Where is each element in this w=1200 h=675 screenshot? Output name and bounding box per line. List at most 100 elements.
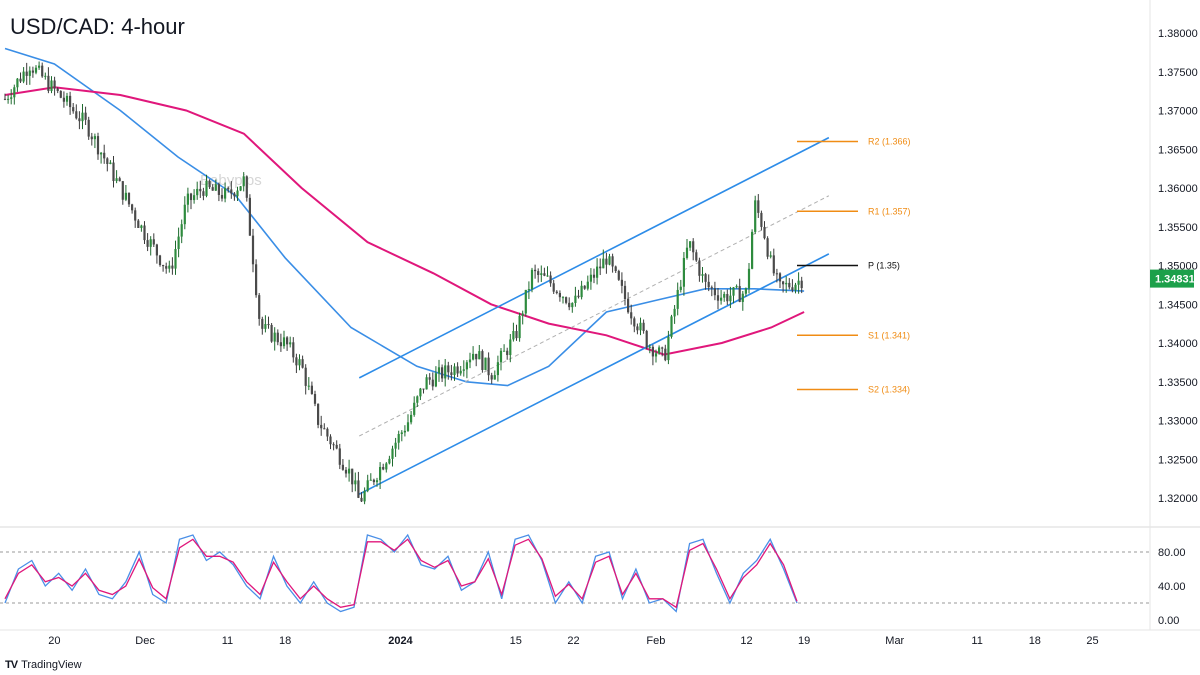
time-axis: 20 Dec 11 18 2024 15 22 Feb 12 19 Mar 11 18 25 [48,635,1098,647]
candle-body [19,78,22,82]
candle-body [242,176,245,187]
level-label: S1 (1.341) [868,330,910,340]
price-tick-label: 1.33000 [1158,416,1198,428]
candle-body [72,107,75,112]
candle-body [59,91,62,98]
candle-body [143,225,146,241]
candle-body [372,479,375,483]
stoch-tick-label: 0.00 [1158,615,1179,627]
candle-body [720,297,723,301]
candle-body [273,332,276,342]
candle-body [441,367,444,379]
tradingview-brand[interactable]: TV TradingView [5,659,82,671]
candle-body [90,136,93,140]
candle-body [65,95,69,102]
candle-body [258,295,261,319]
candle-body [515,331,518,339]
price-tick-label: 1.34000 [1158,338,1198,350]
candle-body [186,193,189,205]
candle-body [149,239,152,247]
candle-body [31,70,34,73]
candle-body [403,430,406,433]
candle-body [605,258,608,265]
time-tick-label: 15 [510,635,522,647]
candle-body [580,285,583,298]
level-label: S2 (1.334) [868,385,910,395]
candle-body [332,444,335,446]
candle-body [307,385,310,387]
candle-body [295,357,298,366]
candle-body [214,184,217,191]
candle-body [28,70,31,76]
candle-body [264,324,267,329]
candle-body [465,362,468,370]
candle-body [571,302,574,308]
candle-body [422,388,425,390]
candle-body [729,295,732,302]
candle-body [310,385,313,394]
candle-body [695,252,698,261]
time-tick-label: 12 [740,635,752,647]
candle-body [317,403,320,425]
candle-body [152,239,155,245]
time-tick-label: 18 [1029,635,1041,647]
candle-body [391,448,394,459]
candle-body [503,350,506,352]
candle-body [329,436,332,445]
candle-body [586,281,589,289]
candle-body [363,490,366,502]
candle-body [475,353,478,360]
candle-body [419,388,422,397]
candle-body [642,322,645,331]
candle-body [583,285,586,289]
candle-body [453,366,456,376]
candle-body [298,359,301,366]
candle-body [577,295,580,298]
candle-body [406,422,410,431]
candle-body [87,119,90,137]
candle-body [574,295,577,303]
candle-body [84,112,87,120]
candle-body [450,372,453,376]
candle-body [193,195,196,201]
pivot-levels: R2 (1.366) R1 (1.357) P (1.35) S1 (1.341) S2… [797,137,911,395]
candle-body [592,274,596,278]
candle-body [537,271,540,275]
candle-body [530,269,534,290]
price-tick-label: 1.35500 [1158,222,1198,234]
candle-body [261,318,264,329]
candle-body [710,287,713,289]
price-tick-label: 1.37000 [1158,106,1198,118]
candle-body [205,180,208,196]
candle-body [276,332,279,343]
candle-body [366,480,369,491]
candle-body [267,324,270,326]
candle-body [778,273,782,282]
candle-body [651,346,654,357]
candle-body [794,284,797,291]
candle-body [434,373,437,387]
candle-body [124,192,127,200]
candle-body [22,71,25,82]
candle-body [279,342,282,347]
candle-body [400,432,403,435]
level-label: P (1.35) [868,261,900,271]
candle-body [224,188,227,199]
price-axis: 1.38000 1.37500 1.37000 1.36500 1.36000 1.355… [1150,28,1198,505]
ma-fast-line [4,47,805,387]
candle-body [760,212,763,227]
candle-body [608,256,611,265]
candle-body [351,468,354,485]
candle-body [692,241,695,253]
candle-body [146,240,149,247]
candle-body [664,348,667,361]
stoch-d-line [4,538,798,609]
stochastic-pane: 80.00 40.00 0.00 [0,533,1186,627]
candle-body [341,464,344,470]
candle-body [437,367,441,374]
candle-body [654,353,658,357]
candle-body [131,204,134,211]
candle-body [744,288,747,294]
channel-mid-line [359,195,830,437]
